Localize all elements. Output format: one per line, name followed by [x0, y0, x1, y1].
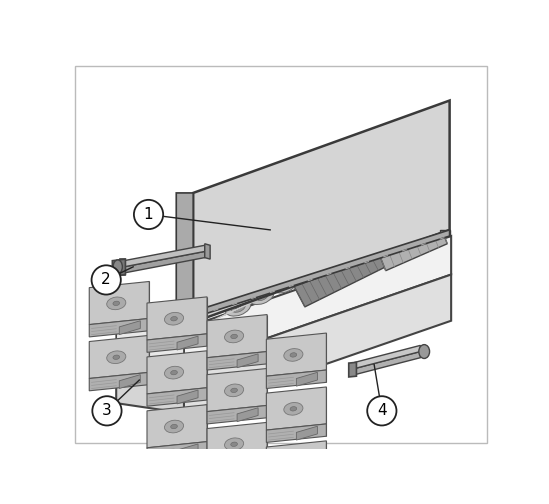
Polygon shape [147, 334, 207, 352]
Text: 4: 4 [377, 403, 386, 418]
Polygon shape [266, 441, 327, 484]
Text: 1: 1 [144, 207, 153, 222]
Ellipse shape [271, 275, 297, 293]
Polygon shape [124, 251, 205, 273]
Polygon shape [193, 100, 450, 322]
Polygon shape [177, 390, 198, 404]
Ellipse shape [225, 384, 244, 397]
Ellipse shape [304, 270, 310, 274]
Ellipse shape [107, 351, 126, 363]
Polygon shape [120, 259, 125, 275]
Ellipse shape [113, 301, 120, 305]
Circle shape [134, 200, 163, 229]
Polygon shape [147, 388, 207, 406]
Polygon shape [237, 408, 258, 422]
Ellipse shape [231, 442, 237, 447]
Ellipse shape [165, 366, 183, 379]
Ellipse shape [231, 388, 237, 393]
Polygon shape [184, 236, 451, 367]
Polygon shape [296, 480, 317, 494]
Polygon shape [207, 352, 267, 370]
Ellipse shape [248, 286, 274, 304]
Polygon shape [184, 275, 451, 413]
Polygon shape [296, 426, 317, 440]
Ellipse shape [258, 293, 264, 297]
Polygon shape [374, 215, 447, 271]
Ellipse shape [225, 330, 244, 343]
Polygon shape [355, 352, 421, 374]
Ellipse shape [277, 278, 292, 289]
Polygon shape [176, 230, 450, 323]
Ellipse shape [323, 256, 338, 266]
Polygon shape [205, 244, 210, 259]
Ellipse shape [171, 317, 177, 321]
Polygon shape [296, 372, 317, 386]
Ellipse shape [113, 260, 122, 274]
Ellipse shape [284, 457, 303, 469]
Polygon shape [89, 335, 149, 379]
Polygon shape [147, 351, 207, 394]
Ellipse shape [419, 345, 429, 358]
Polygon shape [177, 444, 198, 458]
Polygon shape [177, 336, 198, 350]
Circle shape [92, 265, 121, 294]
Ellipse shape [231, 334, 237, 339]
Polygon shape [89, 281, 149, 325]
Ellipse shape [290, 407, 296, 411]
Ellipse shape [254, 290, 268, 301]
Polygon shape [266, 478, 327, 496]
Polygon shape [89, 372, 149, 391]
Ellipse shape [281, 282, 287, 286]
Polygon shape [349, 362, 356, 377]
Polygon shape [207, 405, 267, 424]
Polygon shape [237, 354, 258, 368]
Polygon shape [147, 405, 207, 448]
Ellipse shape [290, 353, 296, 357]
Ellipse shape [300, 267, 315, 278]
Text: 3: 3 [102, 403, 112, 418]
Polygon shape [266, 333, 327, 376]
Ellipse shape [327, 259, 333, 263]
Polygon shape [237, 462, 258, 475]
Polygon shape [147, 442, 207, 460]
Polygon shape [147, 297, 207, 340]
Polygon shape [207, 459, 267, 478]
Circle shape [92, 396, 121, 425]
Ellipse shape [290, 461, 296, 465]
Polygon shape [119, 321, 141, 335]
Ellipse shape [225, 298, 251, 316]
Polygon shape [176, 193, 193, 322]
Ellipse shape [284, 349, 303, 361]
Ellipse shape [113, 355, 120, 359]
Polygon shape [266, 424, 327, 443]
Ellipse shape [294, 263, 320, 281]
Ellipse shape [317, 251, 343, 270]
Polygon shape [207, 368, 267, 412]
Text: 2: 2 [102, 273, 111, 287]
Polygon shape [116, 357, 184, 413]
Polygon shape [266, 370, 327, 389]
Polygon shape [89, 319, 149, 337]
Polygon shape [289, 237, 386, 307]
Ellipse shape [107, 297, 126, 309]
Ellipse shape [165, 312, 183, 325]
Ellipse shape [171, 370, 177, 375]
Polygon shape [207, 422, 267, 466]
Polygon shape [119, 374, 141, 389]
Polygon shape [116, 311, 184, 367]
Circle shape [367, 396, 396, 425]
Ellipse shape [231, 301, 245, 312]
Ellipse shape [171, 424, 177, 429]
Polygon shape [355, 345, 421, 368]
Polygon shape [207, 314, 267, 358]
Ellipse shape [165, 420, 183, 433]
Ellipse shape [225, 438, 244, 451]
Polygon shape [440, 230, 450, 236]
Polygon shape [176, 311, 193, 329]
Ellipse shape [235, 305, 241, 309]
Ellipse shape [284, 403, 303, 415]
Polygon shape [124, 245, 205, 267]
Polygon shape [266, 387, 327, 430]
Polygon shape [113, 259, 125, 276]
